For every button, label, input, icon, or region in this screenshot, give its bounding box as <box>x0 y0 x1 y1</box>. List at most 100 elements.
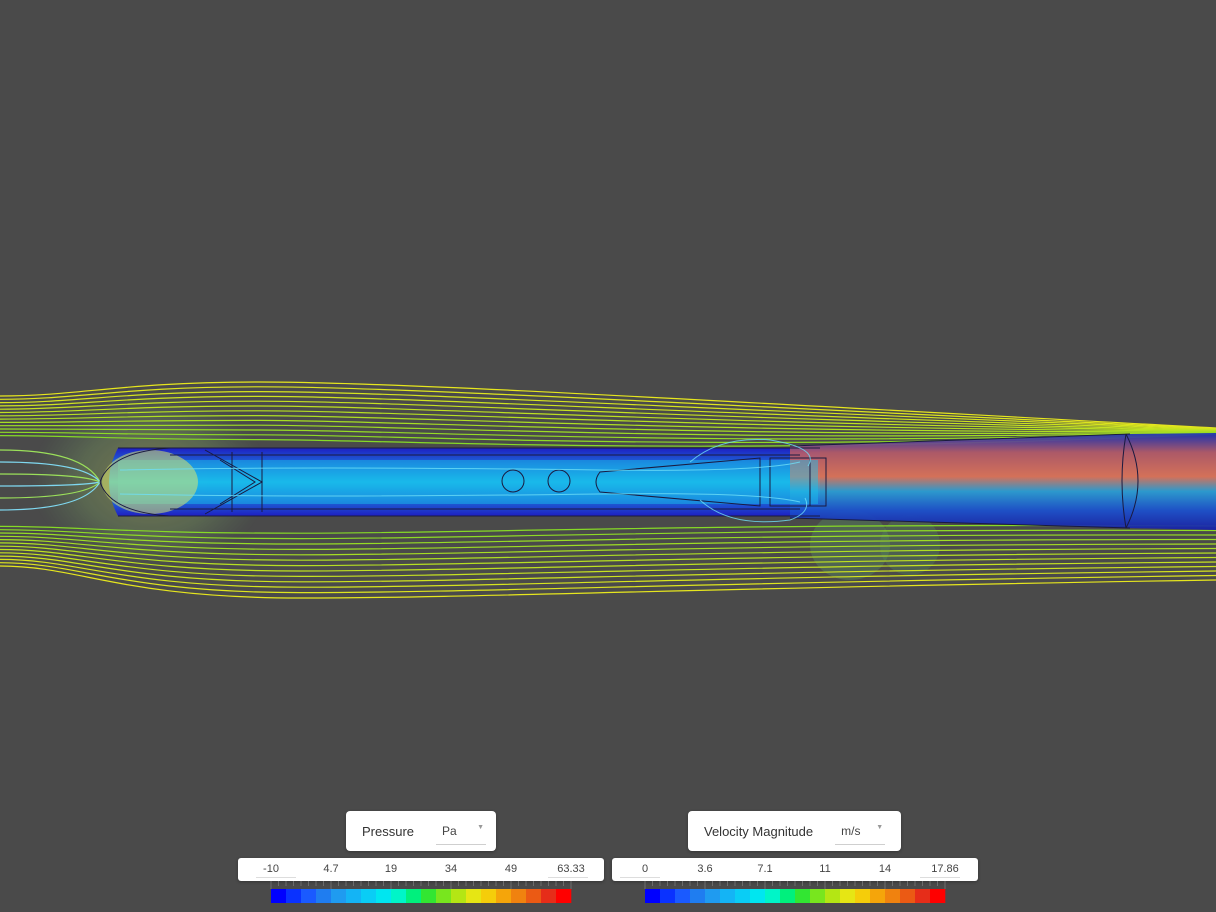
streamline <box>0 539 1216 556</box>
streamline <box>0 542 1216 561</box>
colorbar-swatch <box>645 889 661 903</box>
colorbar-swatch <box>825 889 841 903</box>
streamline <box>0 565 1216 599</box>
colorbar-swatch <box>660 889 676 903</box>
streamlines <box>0 381 1216 599</box>
streamline <box>0 548 1216 572</box>
pressure-unit-value: Pa <box>442 823 457 838</box>
velocity-unit-value: m/s <box>841 823 861 838</box>
pressure-tick: 19 <box>384 863 398 875</box>
streamline <box>0 381 1216 429</box>
velocity-tick: 0 <box>641 863 649 875</box>
streamline <box>0 414 1216 433</box>
streamline <box>0 481 101 487</box>
pressure-colorbar <box>270 881 572 903</box>
streamline <box>0 428 1216 440</box>
chevron-down-icon: ▼ <box>876 823 884 831</box>
streamline <box>0 481 101 499</box>
colorbar-swatch <box>810 889 826 903</box>
velocity-tick-bar: 0 3.6 7.1 11 14 17.86 <box>612 858 978 881</box>
pressure-label: Pressure <box>362 823 415 839</box>
internal-streamlines <box>119 439 811 523</box>
streamline <box>0 552 1216 578</box>
colorbar-swatch <box>421 889 437 903</box>
streamline <box>0 410 1216 432</box>
streamline <box>0 558 1216 588</box>
pressure-tick: -10 <box>263 863 279 875</box>
colorbar-swatch <box>735 889 751 903</box>
geometry-outlines <box>99 433 1139 529</box>
colorbar-swatch <box>526 889 542 903</box>
velocity-legend-title: Velocity Magnitude m/s ▼ <box>688 811 901 851</box>
streamline <box>0 449 101 483</box>
streamline <box>0 532 1216 545</box>
colorbar-swatch <box>436 889 452 903</box>
colorbar-swatch <box>451 889 467 903</box>
streamline <box>0 529 1216 540</box>
streamline <box>0 405 1216 432</box>
colorbar-swatch <box>541 889 557 903</box>
colorbar-swatch <box>556 889 572 903</box>
simulation-viewport[interactable] <box>0 0 1216 800</box>
velocity-tick: 7.1 <box>757 863 773 875</box>
pressure-legend-title: Pressure Pa ▼ <box>346 811 496 851</box>
streamline <box>0 524 1216 534</box>
velocity-colorbar <box>644 881 946 903</box>
velocity-tick: 17.86 <box>931 863 959 875</box>
colorbar-swatch <box>795 889 811 903</box>
colorbar-swatch <box>286 889 302 903</box>
colorbar-swatch <box>870 889 886 903</box>
colorbar-swatch <box>376 889 392 903</box>
colorbar-swatch <box>361 889 377 903</box>
streamline <box>0 419 1216 434</box>
colorbar-swatch <box>316 889 332 903</box>
pressure-unit-select[interactable]: Pa ▼ <box>436 823 487 845</box>
streamline <box>0 473 101 483</box>
streamline <box>0 386 1216 430</box>
colorbar-swatch <box>885 889 901 903</box>
streamline <box>0 555 1216 583</box>
velocity-label: Velocity Magnitude <box>704 823 814 839</box>
colorbar-swatch <box>271 889 287 903</box>
colorbar-swatch <box>466 889 482 903</box>
velocity-tick: 3.6 <box>697 863 713 875</box>
colorbar-swatch <box>391 889 407 903</box>
streamline <box>0 390 1216 430</box>
velocity-unit-select[interactable]: m/s ▼ <box>835 823 886 845</box>
colorbar-swatch <box>481 889 497 903</box>
colorbar-swatch <box>301 889 317 903</box>
velocity-tick: 14 <box>878 863 892 875</box>
colorbar-swatch <box>720 889 736 903</box>
colorbar-swatch <box>840 889 856 903</box>
pressure-tick: 49 <box>504 863 518 875</box>
velocity-tick: 11 <box>819 863 831 875</box>
pressure-tick-bar: -10 4.7 19 34 49 63.33 <box>238 858 604 881</box>
colorbar-swatch <box>690 889 706 903</box>
streamline <box>0 395 1216 431</box>
colorbar-swatch <box>930 889 946 903</box>
tube-body <box>102 433 1216 530</box>
streamline <box>0 400 1216 431</box>
colorbar-swatch <box>496 889 512 903</box>
streamline <box>0 424 1216 437</box>
colorbar-swatch <box>780 889 796 903</box>
pressure-tick: 34 <box>444 863 458 875</box>
colorbar-swatch <box>511 889 527 903</box>
colorbar-swatch <box>406 889 422 903</box>
streamline <box>0 431 1216 444</box>
colorbar-swatch <box>331 889 347 903</box>
streamline <box>0 545 1216 567</box>
chevron-down-icon: ▼ <box>477 823 485 831</box>
colorbar-swatch <box>346 889 362 903</box>
pressure-tick: 63.33 <box>557 863 585 875</box>
colorbar-swatch <box>705 889 721 903</box>
streamline <box>0 481 101 511</box>
colorbar-swatch <box>900 889 916 903</box>
streamline <box>0 562 1216 594</box>
streamline <box>0 461 101 483</box>
colorbar-swatch <box>915 889 931 903</box>
pressure-tick: 4.7 <box>323 863 339 875</box>
colorbar-swatch <box>750 889 766 903</box>
colorbar-swatch <box>675 889 691 903</box>
colorbar-swatch <box>855 889 871 903</box>
